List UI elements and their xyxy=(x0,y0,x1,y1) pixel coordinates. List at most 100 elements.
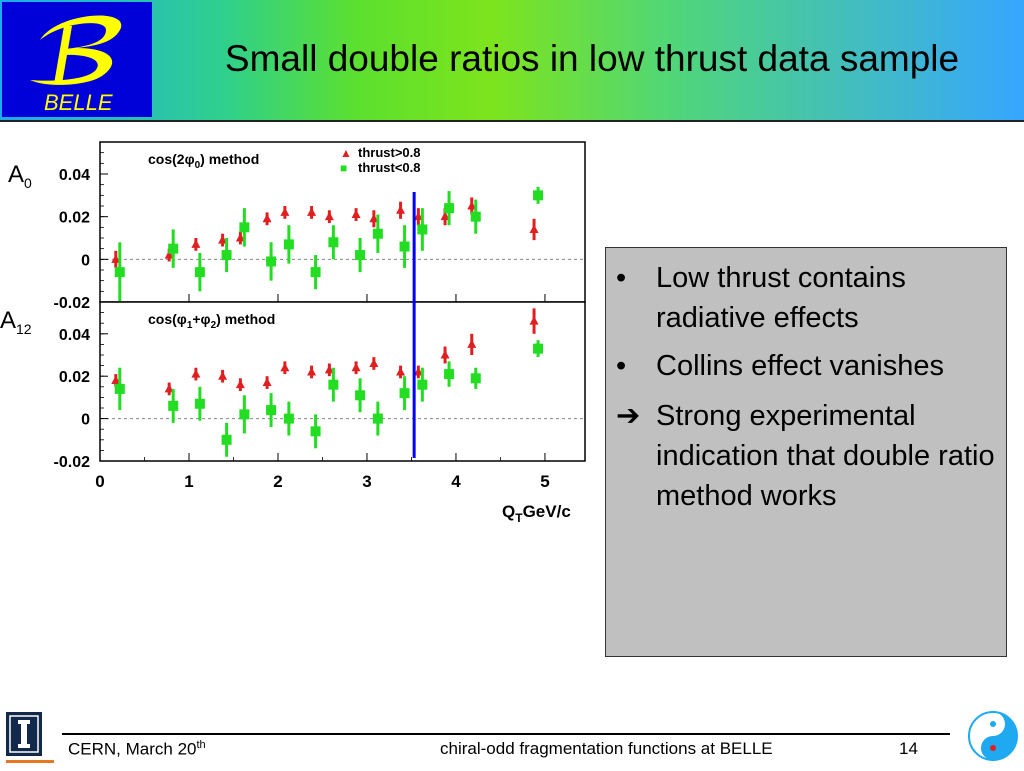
data-point-thrust-low xyxy=(328,237,339,248)
data-point-thrust-low xyxy=(470,373,481,384)
data-point-thrust-high xyxy=(413,366,423,376)
x-tick-label: 3 xyxy=(362,472,371,491)
data-point-thrust-high xyxy=(191,369,201,378)
data-point-thrust-high xyxy=(396,205,406,214)
data-point-thrust-low xyxy=(372,413,383,424)
data-point-thrust-high xyxy=(396,366,406,376)
bullet-marker: • xyxy=(616,262,627,294)
data-point-thrust-low xyxy=(266,405,277,416)
data-point-thrust-high xyxy=(413,211,423,221)
legend-marker: ■ xyxy=(340,161,347,175)
bullet-text: Strong experimental indication that doub… xyxy=(656,400,995,512)
footer-venue-text: CERN, March 20 xyxy=(68,739,197,759)
data-point-thrust-low xyxy=(310,426,321,437)
yin-yang-icon xyxy=(968,711,1018,761)
chart-panel-frame xyxy=(99,141,586,303)
illinois-logo xyxy=(4,710,126,766)
data-point-thrust-low xyxy=(266,256,277,267)
legend-marker: ▲ xyxy=(340,146,352,160)
data-point-thrust-high xyxy=(529,316,539,325)
y-tick-label: 0 xyxy=(81,252,90,269)
data-point-thrust-high xyxy=(235,379,245,389)
data-point-thrust-low xyxy=(355,250,366,261)
arrow-icon: ➔ xyxy=(616,400,641,432)
data-point-thrust-high xyxy=(307,207,317,216)
data-point-thrust-low xyxy=(444,369,455,380)
data-point-thrust-high xyxy=(440,350,450,359)
x-tick-label: 4 xyxy=(451,472,461,491)
data-point-thrust-low xyxy=(194,267,205,278)
data-point-thrust-high xyxy=(262,213,272,223)
data-point-thrust-low xyxy=(239,409,250,420)
data-point-thrust-high xyxy=(369,358,379,367)
data-point-thrust-low xyxy=(533,190,544,201)
data-point-thrust-low xyxy=(221,434,232,445)
slide-header: BELLE Small double ratios in low thrust … xyxy=(0,0,1024,122)
data-point-thrust-high xyxy=(218,371,228,380)
data-point-thrust-low xyxy=(239,222,250,233)
data-point-thrust-low xyxy=(310,267,321,278)
y-tick-label: -0.02 xyxy=(54,454,91,471)
bullet-text: Collins effect vanishes xyxy=(656,350,945,382)
x-tick-label: 5 xyxy=(540,472,549,491)
yin-yang-logo xyxy=(966,708,1020,764)
bullet-panel: • Low thrust contains radiative effects … xyxy=(605,247,1007,657)
x-tick-label: 1 xyxy=(184,472,193,491)
data-point-thrust-high xyxy=(351,362,361,372)
data-point-thrust-high xyxy=(235,233,245,242)
legend-label: thrust>0.8 xyxy=(358,145,421,160)
bullet-marker: • xyxy=(616,350,627,382)
slide-title: Small double ratios in low thrust data s… xyxy=(224,38,960,79)
chart-panel-frame xyxy=(99,301,586,462)
data-point-thrust-low xyxy=(114,267,125,278)
y-tick-label: -0.02 xyxy=(54,295,91,312)
y-tick-label: 0.02 xyxy=(59,369,90,386)
x-axis-title: QTGeV/c xyxy=(502,502,571,525)
panel-axis-label-sub: 0 xyxy=(24,175,32,191)
y-tick-label: 0.02 xyxy=(59,210,90,227)
belle-logo: BELLE xyxy=(2,2,152,117)
footer-venue-sup: th xyxy=(196,739,206,751)
data-point-thrust-low xyxy=(221,250,232,261)
illinois-logo-icon xyxy=(6,712,126,763)
data-point-thrust-high xyxy=(164,250,174,259)
data-point-thrust-low xyxy=(283,413,294,424)
panel-axis-label-sub: 12 xyxy=(16,321,32,337)
data-point-thrust-low xyxy=(168,400,179,411)
data-point-thrust-high xyxy=(351,209,361,219)
data-point-thrust-low xyxy=(417,379,428,390)
data-point-thrust-high xyxy=(529,224,539,233)
data-point-thrust-high xyxy=(218,235,228,244)
data-point-thrust-high xyxy=(111,375,121,384)
data-point-thrust-low xyxy=(168,243,179,254)
data-point-thrust-high xyxy=(280,207,290,216)
data-point-thrust-high xyxy=(262,377,272,387)
data-point-thrust-high xyxy=(369,213,379,223)
y-tick-label: 0.04 xyxy=(59,327,90,344)
footer-divider xyxy=(62,733,950,735)
data-point-thrust-low xyxy=(372,228,383,239)
data-point-thrust-high xyxy=(280,362,290,372)
legend-label: thrust<0.8 xyxy=(358,160,421,175)
data-point-thrust-low xyxy=(283,239,294,250)
data-point-thrust-high xyxy=(440,211,450,221)
data-point-thrust-low xyxy=(114,383,125,394)
data-point-thrust-low xyxy=(399,241,410,252)
data-point-thrust-high xyxy=(467,201,477,210)
x-tick-label: 2 xyxy=(273,472,282,491)
belle-logo-graphic xyxy=(30,15,122,85)
panel-axis-label: A xyxy=(0,307,16,334)
data-point-thrust-low xyxy=(328,379,339,390)
data-point-thrust-low xyxy=(417,224,428,235)
data-point-thrust-high xyxy=(111,254,121,263)
data-point-thrust-low xyxy=(470,211,481,222)
data-point-thrust-low xyxy=(444,203,455,214)
page-number: 14 xyxy=(899,739,918,758)
data-point-thrust-high xyxy=(324,211,334,221)
method-label: cos(2φ0) method xyxy=(148,151,259,171)
panel-axis-label: A xyxy=(8,161,24,188)
footer-title: chiral-odd fragmentation functions at BE… xyxy=(440,739,773,758)
data-point-thrust-high xyxy=(164,383,174,393)
data-point-thrust-high xyxy=(467,339,477,348)
